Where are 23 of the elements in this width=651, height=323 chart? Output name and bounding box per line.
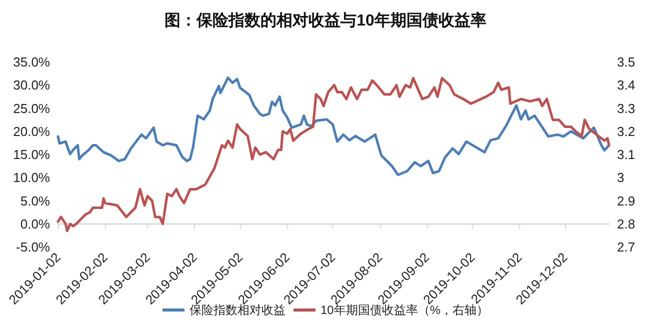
y-tick-label: 0.0% xyxy=(20,216,50,232)
y-tick-label: 25.0% xyxy=(13,100,50,116)
y2-tick-label: 3.4 xyxy=(617,78,636,93)
chart-title: 图：保险指数的相对收益与10年期国债收益率 xyxy=(164,10,486,30)
y2-tick-label: 3.2 xyxy=(617,124,636,139)
y-tick-label: 30.0% xyxy=(13,78,50,93)
y-tick-label: 10.0% xyxy=(13,170,50,186)
y2-tick-label: 3.1 xyxy=(617,147,636,162)
y2-tick-label: 2.7 xyxy=(617,240,636,254)
line-series xyxy=(56,76,610,176)
y2-tick-label: 2.9 xyxy=(617,193,636,208)
y2-tick-label: 2.8 xyxy=(617,216,636,232)
line-series xyxy=(56,76,610,232)
y-tick-label: 35.0% xyxy=(13,54,50,70)
y-tick-label: -5.0% xyxy=(16,240,50,254)
y-tick-label: 5.0% xyxy=(20,193,50,208)
legend-label: 保险指数相对收益 xyxy=(189,303,286,317)
y2-tick-label: 3.5 xyxy=(617,54,636,70)
y-tick-label: 20.0% xyxy=(13,124,50,139)
y2-tick-label: 3 xyxy=(617,170,624,186)
legend-label: 10年期国债收益率（%，右轴） xyxy=(320,303,489,317)
y-tick-label: 15.0% xyxy=(13,147,50,162)
y2-tick-label: 3.3 xyxy=(617,100,636,116)
